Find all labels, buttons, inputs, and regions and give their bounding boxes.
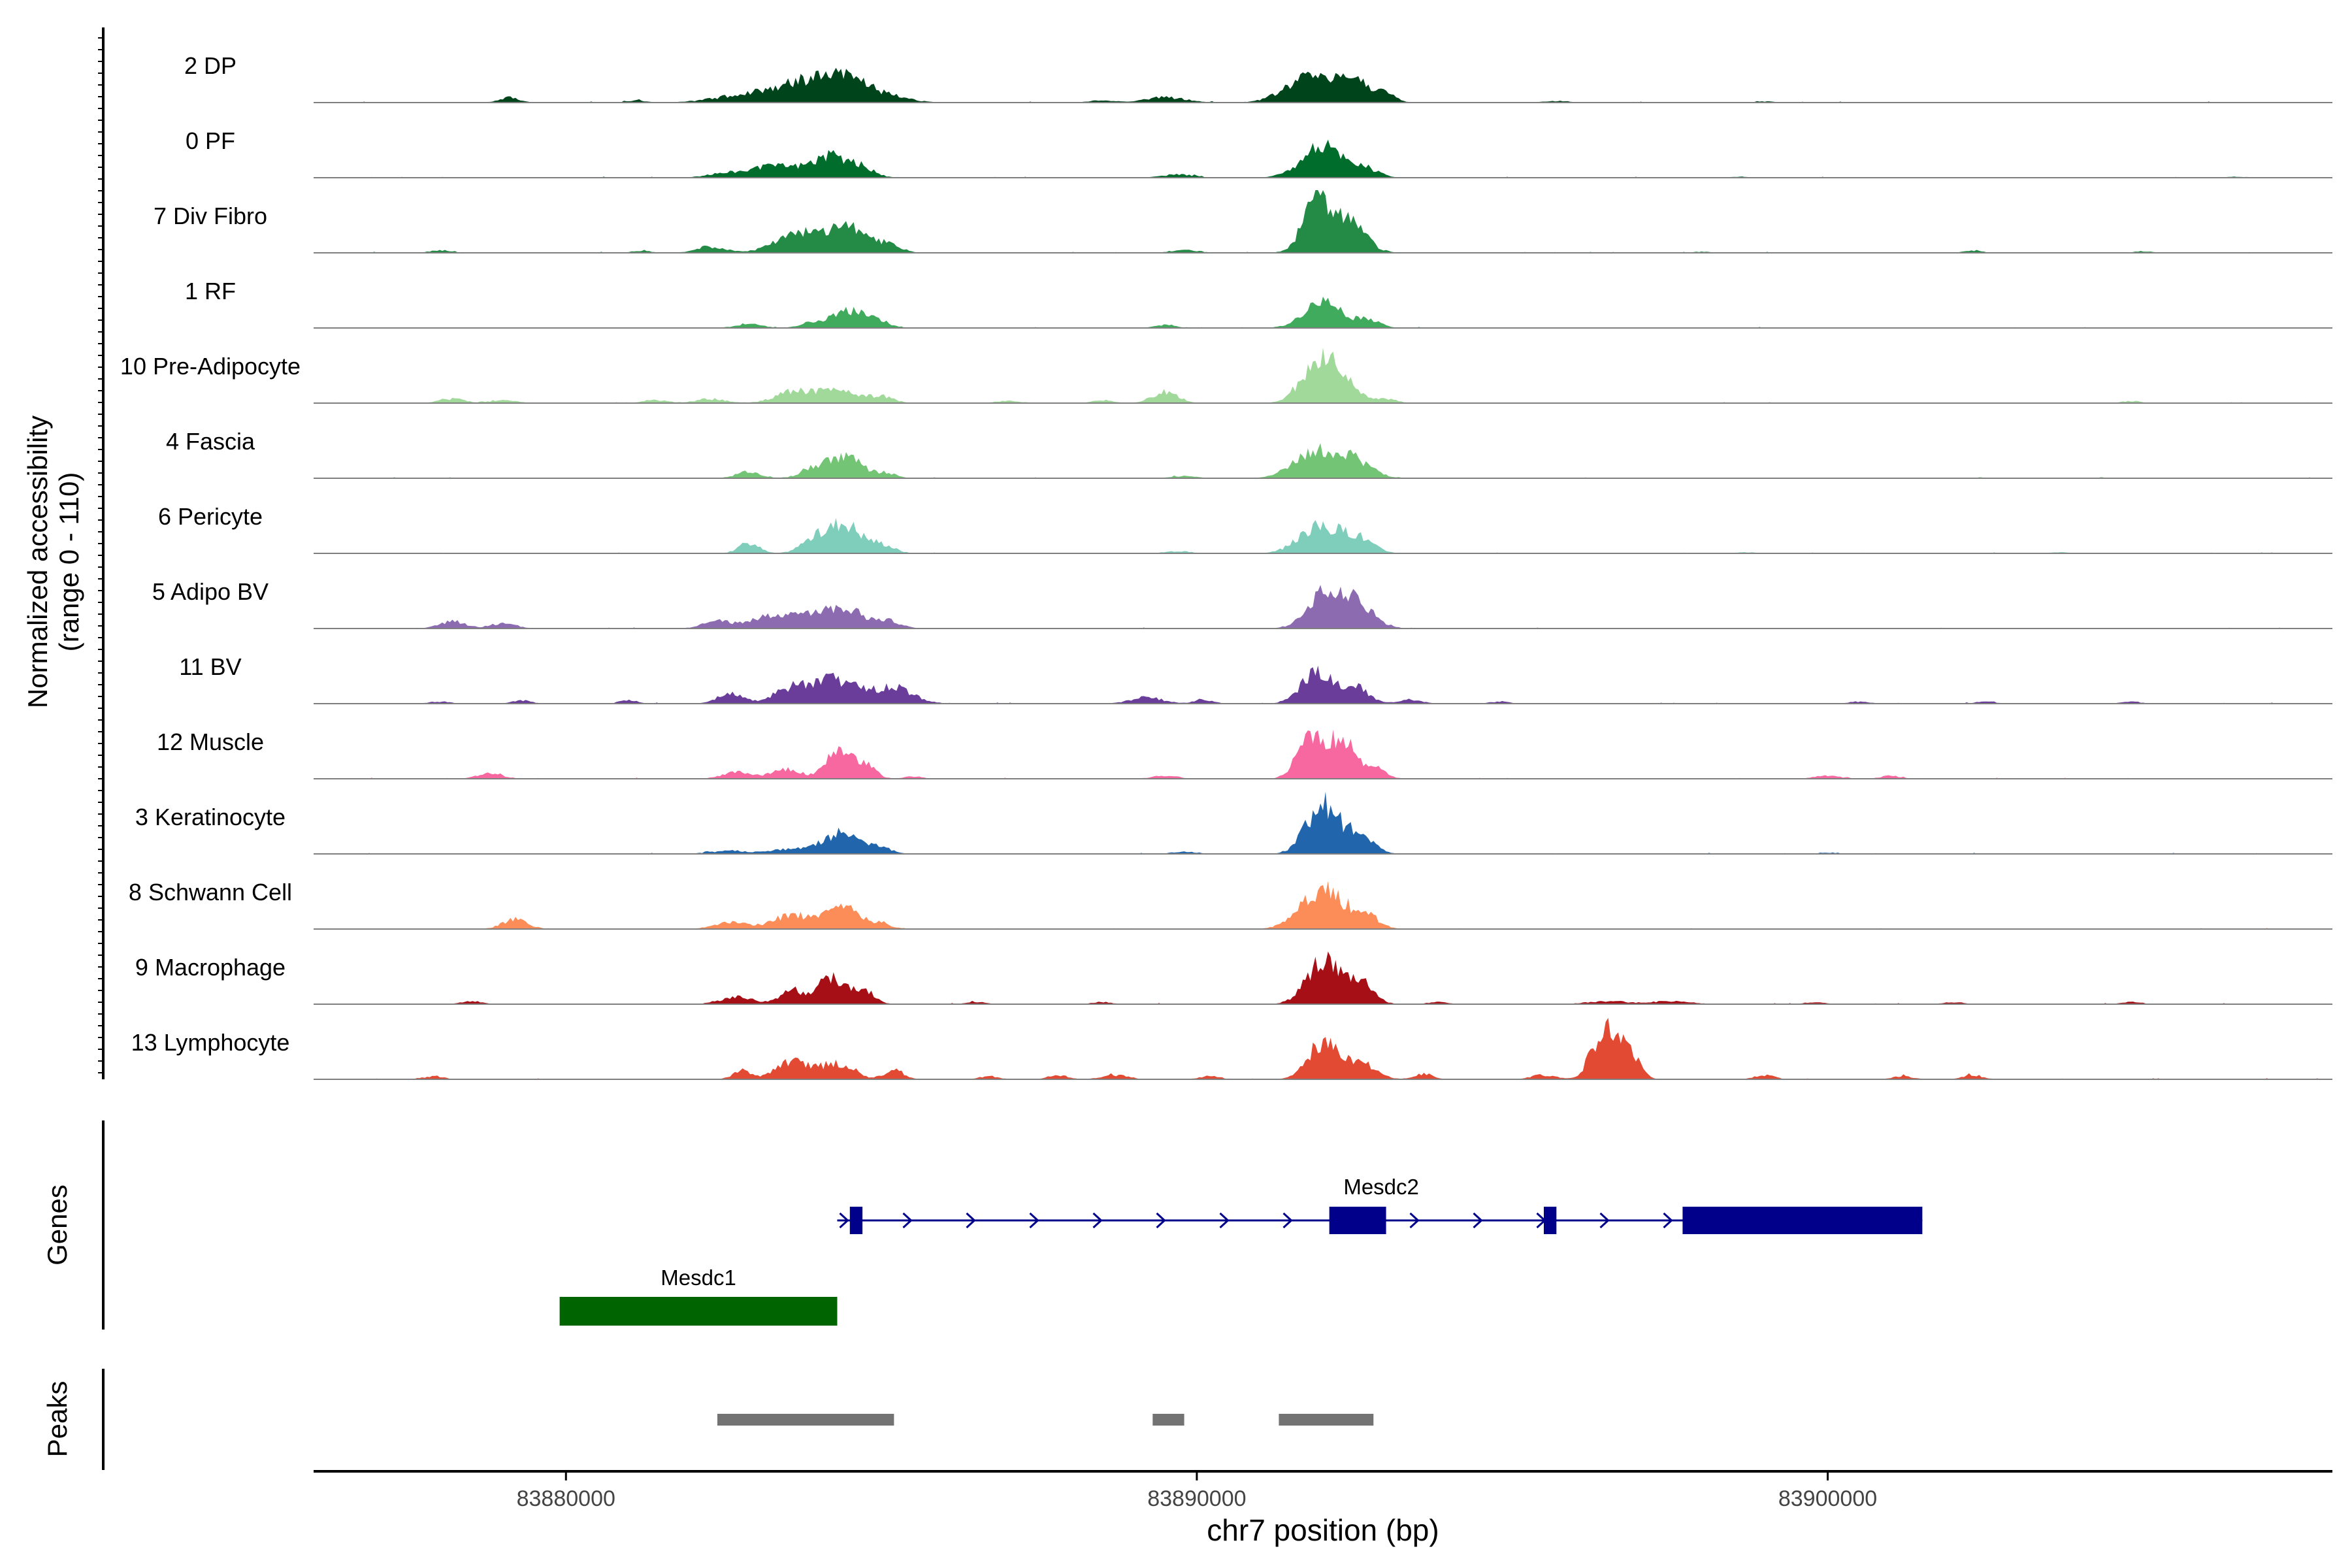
track-area [314,517,2332,553]
strand-arrow [902,1212,913,1229]
track-1: 2 DP [184,52,2332,103]
track-area [314,665,2332,704]
strand-arrow [1599,1212,1610,1229]
track-area [314,729,2332,779]
strand-arrow [1029,1212,1039,1229]
track-area [314,296,2332,328]
strand-arrow [1156,1212,1166,1229]
track-area [314,791,2332,854]
track-area [314,585,2332,629]
gene-exon [1543,1207,1557,1234]
genes-axis-label: Genes [42,1184,73,1266]
gene-exon [559,1297,838,1326]
track-area [314,951,2332,1004]
gene-exon [1329,1207,1386,1234]
coverage-y-ticks [98,37,103,1073]
y-axis-label-line1: Normalized accessibility [22,416,53,708]
peak-region [717,1414,894,1426]
track-area [314,443,2332,478]
track-label: 6 Pericyte [158,503,263,530]
gene-label: Mesdc1 [661,1266,736,1290]
strand-arrow [1282,1212,1293,1229]
track-10: 12 Muscle [157,728,2332,779]
peaks-layer [717,1414,1374,1426]
track-label: 13 Lymphocyte [131,1029,290,1056]
track-11: 3 Keratinocyte [135,791,2332,855]
x-tick-label: 83890000 [1147,1486,1246,1511]
peak-region [1152,1414,1184,1426]
track-area [314,67,2332,103]
track-7: 6 Pericyte [158,503,2332,554]
genes-layer: Mesdc2 Mesdc1 [559,1175,1923,1326]
track-label: 0 PF [186,127,235,154]
gene-exon [1682,1207,1923,1234]
strand-arrow [1092,1212,1103,1229]
gene-mesdc1: Mesdc1 [559,1266,838,1326]
x-tick-label: 83900000 [1778,1486,1877,1511]
track-8: 5 Adipo BV [152,578,2332,629]
x-ticks: 83880000 83890000 83900000 [517,1471,1877,1511]
strand-arrow [1663,1212,1673,1229]
gene-mesdc2: Mesdc2 [837,1175,1923,1234]
track-area [314,1017,2332,1079]
track-area [314,881,2332,929]
track-12: 8 Schwann Cell [129,879,2332,930]
track-label: 11 BV [179,653,241,680]
y-axis-label-line2: (range 0 - 110) [54,472,84,652]
track-area [314,348,2332,403]
track-2: 0 PF [186,127,2332,178]
track-5: 10 Pre-Adipocyte [120,348,2332,404]
track-label: 8 Schwann Cell [129,879,292,906]
strand-arrow [966,1212,976,1229]
track-label: 10 Pre-Adipocyte [120,353,301,380]
strand-arrow [1219,1212,1230,1229]
x-tick-label: 83880000 [517,1486,615,1511]
strand-arrow [1473,1212,1483,1229]
track-label: 7 Div Fibro [154,203,267,229]
track-label: 4 Fascia [166,428,255,455]
track-13: 9 Macrophage [135,951,2332,1005]
track-6: 4 Fascia [166,428,2332,479]
x-axis-label: chr7 position (bp) [1207,1513,1439,1547]
track-area [314,190,2332,253]
gene-exon [849,1207,863,1234]
strand-arrow [1409,1212,1420,1229]
strand-arrow [839,1212,849,1229]
track-label: 5 Adipo BV [152,578,269,605]
track-9: 11 BV [179,653,2332,704]
track-area [314,139,2332,178]
peaks-axis-label: Peaks [42,1381,73,1458]
gene-label: Mesdc2 [1343,1175,1419,1199]
track-3: 7 Div Fibro [154,190,2332,253]
track-4: 1 RF [185,278,2332,329]
tracks-layer: 2 DP 0 PF 7 Div Fibro 1 RF 10 Pre-Adipocyte 4… [120,52,2332,1080]
track-label: 1 RF [185,278,236,304]
track-14: 13 Lymphocyte [131,1017,2332,1080]
track-label: 3 Keratinocyte [135,804,286,830]
peak-region [1279,1414,1374,1426]
track-label: 12 Muscle [157,728,264,755]
track-label: 2 DP [184,52,237,79]
track-label: 9 Macrophage [135,954,286,981]
